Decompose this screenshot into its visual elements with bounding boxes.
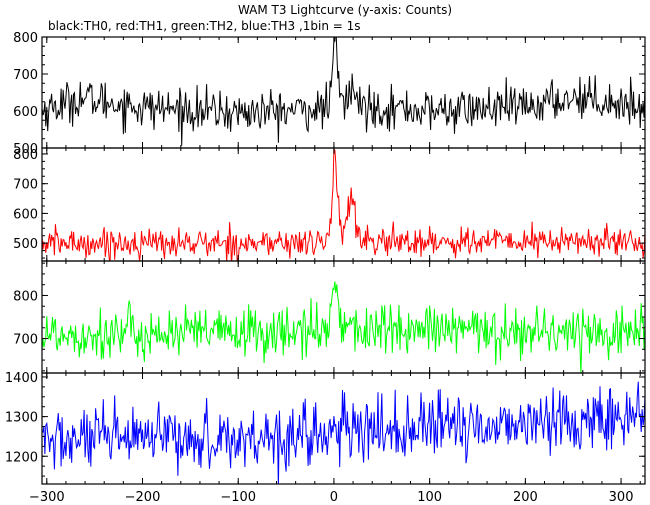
y-tick-label: 1400 [5, 371, 38, 386]
panels: 5006007008005006007008007008001200130014… [5, 31, 646, 485]
series-line-th2 [42, 281, 645, 373]
panel-frame [41, 36, 646, 149]
x-tick-label: −200 [125, 490, 161, 505]
panel-th1: 500 600 700 800 [13, 147, 646, 262]
y-tick-label: 700 [13, 333, 38, 348]
y-tick-label: 1200 [5, 450, 38, 465]
y-tick-label: 500 [13, 237, 38, 252]
x-tick-label: −300 [29, 490, 65, 505]
x-tick-label: 200 [513, 490, 538, 505]
series-line-th1 [42, 148, 645, 261]
y-tick-label: 700 [13, 178, 38, 193]
y-tick-label: 600 [13, 207, 38, 222]
y-tick-label: 700 [13, 68, 38, 83]
panel-th2: 700 800 [13, 260, 646, 374]
x-tick-label: −100 [220, 490, 256, 505]
y-tick-label: 600 [13, 105, 38, 120]
x-tick-label: 100 [417, 490, 442, 505]
chart-subtitle: black:TH0, red:TH1, green:TH2, blue:TH3 … [48, 19, 361, 33]
series-line-th3 [42, 381, 645, 484]
y-tick-label: 800 [13, 289, 38, 304]
panel-th3: 1200 1300 1400 [5, 371, 646, 485]
y-tick-label: 800 [13, 148, 38, 163]
series-line-th0 [42, 37, 645, 146]
chart-title: WAM T3 Lightcurve (y-axis: Counts) [238, 3, 452, 17]
panel-frame [41, 372, 646, 485]
x-tick-label: 300 [609, 490, 634, 505]
panel-th0: 500 600 700 800 [13, 31, 646, 157]
x-axis: −300 −200 −100 0 100 200 300 [29, 490, 634, 505]
y-tick-label: 500 [13, 142, 38, 157]
panel-frame [41, 147, 646, 262]
x-tick-label: 0 [330, 490, 338, 505]
y-tick-label: 800 [13, 31, 38, 46]
y-tick-label: 1300 [5, 411, 38, 426]
